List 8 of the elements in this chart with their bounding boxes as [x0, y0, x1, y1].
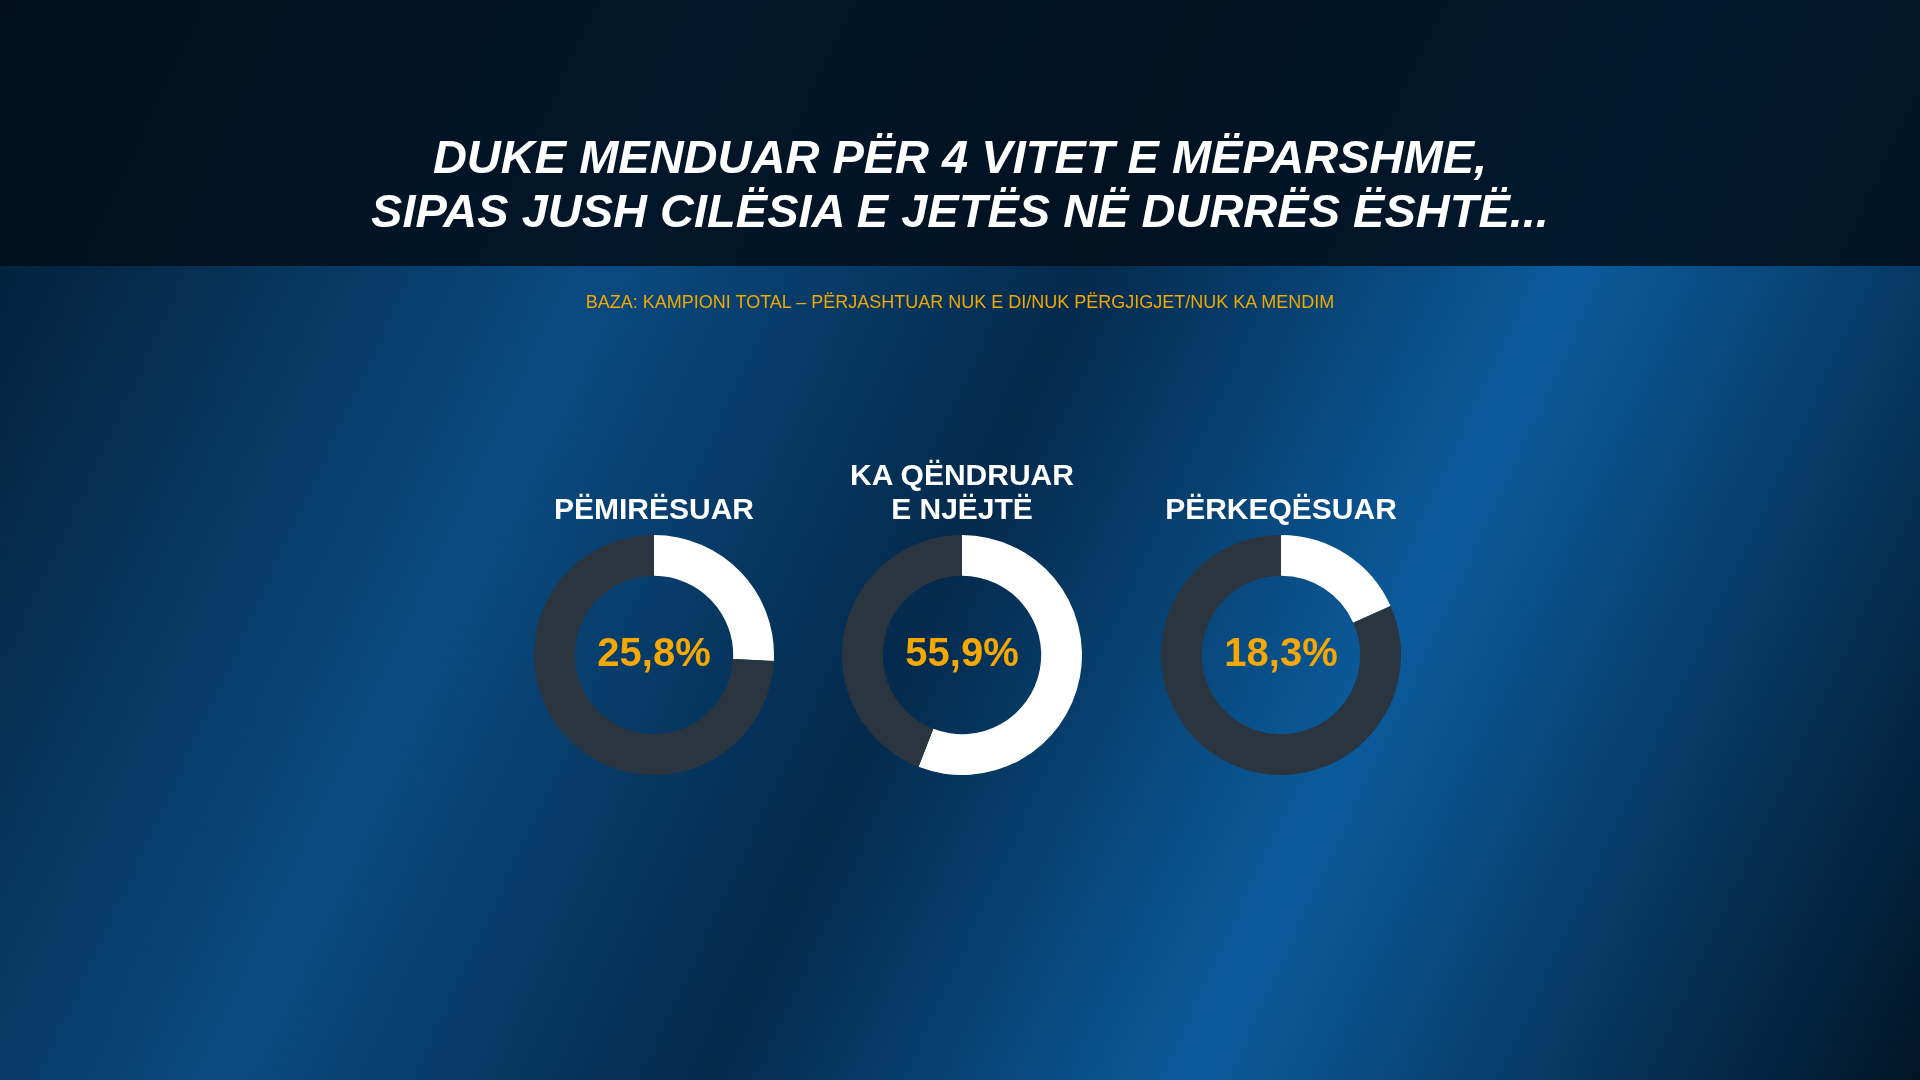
- data-label: 55,9%: [905, 630, 1019, 675]
- chart-title: PËRKEQËSUAR: [1164, 491, 1398, 527]
- data-label: 18,3%: [1224, 630, 1338, 675]
- chart-title: PËMIRËSUAR: [553, 491, 755, 527]
- text: BAZA: KAMPIONI TOTAL – PËRJASHTUAR NUK E DI/NUK PËRGJIGJET/NUK KA MENDIM: [584, 292, 1336, 313]
- chart-title: KA QËNDRUAR E NJËJTË: [849, 457, 1075, 527]
- text: DUKE MENDUAR PËR 4 VITET E MËPARSHME, SIPAS JUSH CILËSIA E JETËS NË DURRËS ËSHTË...: [370, 130, 1550, 238]
- data-label: 25,8%: [597, 630, 711, 675]
